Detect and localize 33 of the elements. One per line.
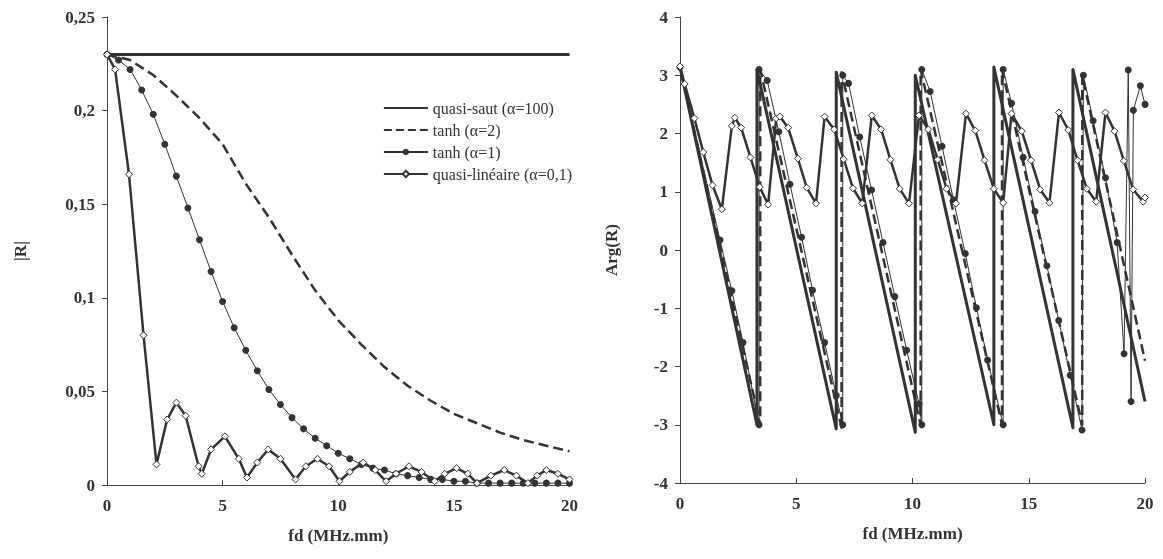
y-tick-label: 0: [659, 240, 668, 260]
legend-label: tanh (α=2): [432, 121, 501, 140]
x-tick-label: 20: [1136, 494, 1154, 513]
y-tick-label: 0,05: [65, 381, 95, 401]
legend-label: tanh (α=1): [432, 143, 501, 162]
y-axis-title: Arg(R): [602, 224, 621, 276]
y-tick-label: 0,15: [65, 194, 95, 214]
legend-label: quasi-linéaire (α=0,1): [432, 165, 573, 184]
y-tick-label: -3: [653, 415, 668, 435]
x-tick-label: 5: [218, 496, 227, 515]
x-axis-title: fd (MHz.mm): [862, 524, 963, 543]
y-axis-title: |R|: [11, 241, 30, 261]
y-tick-label: -1: [653, 298, 668, 318]
y-tick-label: -4: [653, 473, 669, 493]
x-tick-label: 15: [1020, 494, 1038, 513]
x-tick-label: 10: [329, 496, 347, 515]
y-tick-label: 4: [659, 7, 669, 27]
y-tick-label: -2: [653, 357, 668, 376]
y-tick-label: 1: [659, 182, 668, 202]
x-tick-label: 0: [675, 494, 685, 513]
x-tick-label: 15: [445, 496, 463, 515]
y-tick-label: 0,2: [73, 101, 95, 121]
y-tick-label: 0,25: [65, 7, 95, 27]
y-tick-label: 0,1: [73, 288, 95, 308]
x-tick-label: 20: [561, 496, 578, 515]
x-axis-title: fd (MHz.mm): [288, 526, 389, 545]
x-tick-label: 5: [792, 494, 801, 513]
x-tick-label: 0: [102, 496, 112, 515]
legend-label: quasi-saut (α=100): [432, 99, 554, 118]
y-tick-label: 0: [86, 475, 95, 495]
x-tick-label: 10: [904, 494, 921, 513]
y-tick-label: 2: [659, 124, 668, 143]
y-tick-label: 3: [659, 65, 668, 85]
